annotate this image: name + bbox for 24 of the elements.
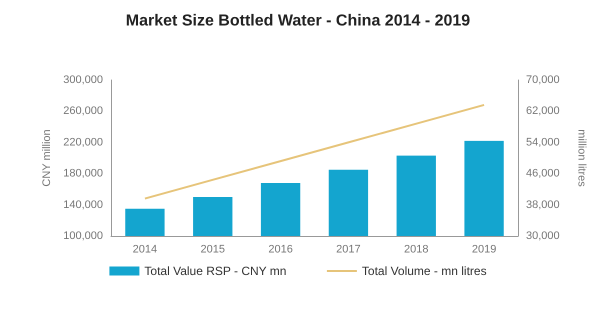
y-tick-label: 180,000 (63, 168, 103, 180)
chart-title: Market Size Bottled Water - China 2014 - 2019 (126, 12, 470, 30)
y-tick-label: 300,000 (63, 74, 103, 86)
y-tick-label: 260,000 (63, 105, 103, 118)
x-tick-label: 2016 (268, 244, 293, 256)
x-tick-label: 2018 (404, 244, 428, 256)
x-tick-label: 2017 (336, 244, 361, 256)
legend-label: Total Value RSP - CNY mn (144, 264, 286, 278)
x-tick-label: 2015 (200, 244, 225, 256)
y-tick-label: 220,000 (63, 136, 103, 148)
y2-tick-label: 70,000 (526, 74, 560, 86)
legend-label: Total Volume - mn litres (362, 264, 487, 278)
y-tick-label: 100,000 (63, 230, 103, 242)
y2-tick-label: 38,000 (526, 198, 560, 211)
x-tick-label: 2019 (472, 244, 496, 256)
y2-tick-label: 30,000 (526, 230, 560, 242)
line-series (144, 104, 486, 200)
y2-tick-label: 46,000 (526, 168, 560, 180)
x-tick-label: 2014 (132, 244, 158, 256)
y2-tick-label: 54,000 (526, 136, 560, 148)
y-axis-title: CNY million (40, 129, 53, 187)
y2-tick-label: 62,000 (526, 105, 560, 118)
y-tick-label: 140,000 (63, 198, 103, 211)
y2-axis-title: million litres (576, 129, 588, 188)
